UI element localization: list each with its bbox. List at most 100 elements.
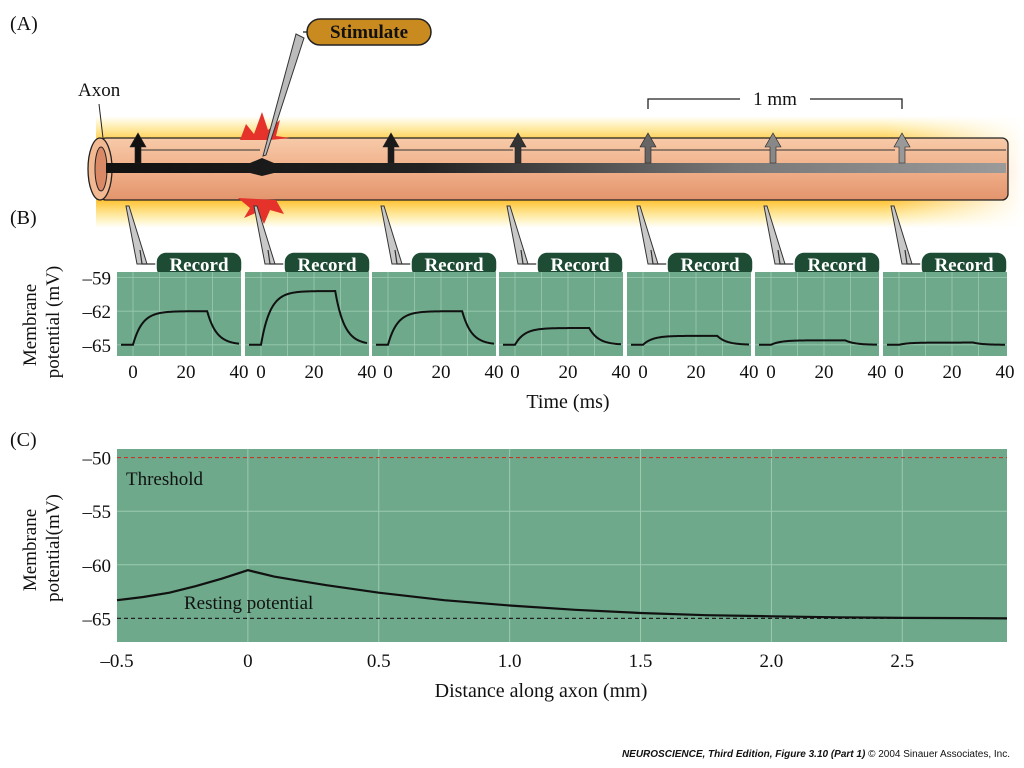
resting-label: Resting potential [184,593,313,614]
y-tick-label: –65 [82,609,112,630]
y-tick-label: –50 [82,449,112,470]
x-tick-label: 0 [256,362,266,383]
panel-c-label: (C) [10,429,37,451]
scale-label: 1 mm [753,89,797,110]
axon-label: Axon [78,80,121,101]
recording-trace [376,310,495,346]
x-tick-label: 0 [383,362,393,383]
x-tick-label: 0 [766,362,776,383]
x-tick-label: 20 [943,362,962,383]
x-tick-label: 20 [177,362,196,383]
record-label: Record [169,255,229,276]
record-label: Record [680,255,740,276]
x-tick-label: 20 [559,362,578,383]
stimulate-badge [306,18,432,46]
y-tick-label: –65 [82,336,112,357]
record-electrodes: Record Record Record Record Record Record Reco… [125,205,1008,279]
stimulate-label: Stimulate [330,22,408,43]
caption-credit: © 2004 Sinauer Associates, Inc. [868,749,1010,760]
x-tick-label: 1.5 [629,651,653,672]
y-tick-label: –59 [82,269,112,290]
threshold-label: Threshold [126,469,204,490]
x-tick-label: 20 [687,362,706,383]
electrode-lead [139,249,156,265]
y-tick-label: –62 [82,302,112,323]
panel-c-plot: –50 –55 –60 –65 –0.5 0 0.5 1.0 1.5 2.0 2.5 [82,449,1008,672]
current-arrow [129,132,147,164]
panel-b-ylabel-1: Membrane [20,284,41,366]
scale-bar [647,98,903,109]
recording-panel: 0 20 40 [755,272,887,383]
y-tick-label: –55 [82,502,112,523]
x-tick-label: 40 [868,362,887,383]
panel-b-ylabel-2: potential (mV) [43,266,64,378]
record-label: Record [424,255,484,276]
x-tick-label: 1.0 [498,651,522,672]
potential-curve [116,569,1008,620]
record-label: Record [934,255,994,276]
recording-trace [887,341,1006,346]
panel-b-plots: 0 20 40 0 20 40 0 20 40 0 20 40 0 20 40 0 20 40 0 20 40 –59 –6… [82,269,1015,383]
x-tick-label: 0 [510,362,520,383]
recording-panel: 0 20 40 [245,272,377,383]
x-tick-label: 2.0 [760,651,784,672]
x-tick-label: 40 [996,362,1015,383]
stimulus-burst-bottom [238,198,284,224]
recording-panel: 0 20 40 [627,272,759,383]
panel-c-ylabel-2: potential(mV) [43,494,64,602]
x-tick-label: 20 [305,362,324,383]
recording-bg [372,272,496,356]
x-tick-label: 0.5 [367,651,391,672]
x-tick-label: 20 [432,362,451,383]
panel-c-xlabel: Distance along axon (mm) [435,680,648,702]
axon-label-line [98,103,104,139]
current-arrow [509,132,527,164]
x-tick-label: 0 [894,362,904,383]
electrode-lead [777,249,794,265]
x-tick-label: 0 [638,362,648,383]
panel-b-label: (B) [10,207,37,229]
panel-c-ylabel-1: Membrane [20,509,41,591]
x-tick-label: 0 [243,651,253,672]
record-label: Record [297,255,357,276]
figure-caption: NEUROSCIENCE, Third Edition, Figure 3.10… [622,749,1010,760]
current-arrows [129,132,1006,164]
recording-panel: 0 20 40 [117,272,249,383]
electrode-lead [904,249,921,265]
electrode-lead [650,249,667,265]
recording-panel: 0 20 40 [499,272,631,383]
recording-panel: 0 20 40 [372,272,504,383]
x-tick-label: 40 [485,362,504,383]
figure: (A) Stimulate Axon 1 mm (B) Record Record… [10,13,1024,702]
current-arrow [639,132,657,164]
stimulus-burst-top [240,112,290,140]
current-arrow [764,132,782,164]
recording-bg [499,272,623,356]
recording-trace [249,290,368,346]
panel-b-xlabel: Time (ms) [526,391,609,413]
recording-panel: 0 20 40 [883,272,1015,383]
x-tick-label: 20 [815,362,834,383]
electrode-lead [394,249,411,265]
y-tick-label: –60 [82,556,112,577]
stimulating-electrode [262,33,305,157]
current-arrow [382,132,400,164]
recording-bg [117,272,241,356]
recording-trace [759,339,878,346]
record-label: Record [807,255,867,276]
electrode-lead [520,249,537,265]
x-tick-label: 0 [128,362,138,383]
panel-a-label: (A) [10,13,38,35]
recording-trace [631,334,750,346]
axon-end-inner [94,146,108,192]
electrode-lead [267,249,284,265]
x-tick-label: 40 [230,362,249,383]
caption-title: NEUROSCIENCE, Third Edition, Figure 3.10… [621,749,866,760]
recording-bg [245,272,369,356]
x-tick-label: 2.5 [890,651,914,672]
recording-trace [121,310,240,346]
axon-current-core [106,158,1006,176]
recording-trace [503,327,622,346]
record-label: Record [550,255,610,276]
x-tick-label: 40 [612,362,631,383]
